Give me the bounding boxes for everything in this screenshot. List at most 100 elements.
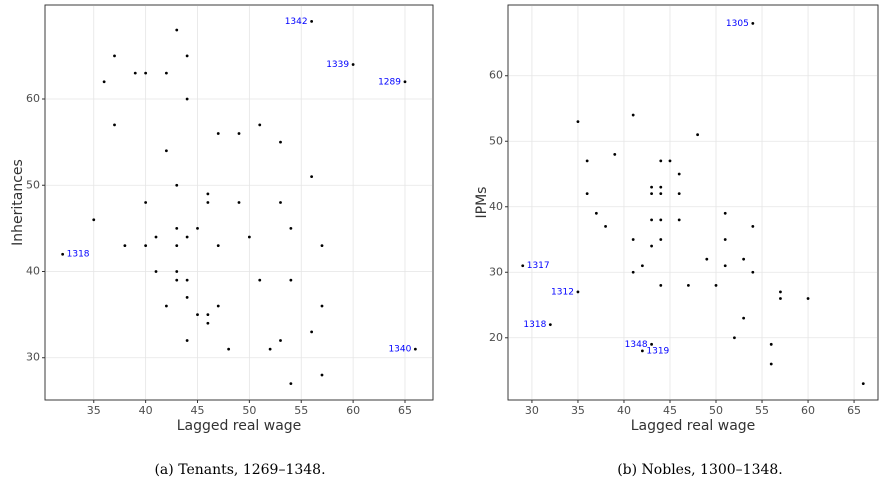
point: [206, 313, 210, 317]
point: [185, 235, 189, 239]
point: [154, 270, 158, 273]
y-tick-label: 50: [26, 178, 40, 191]
plot-area: [507, 4, 879, 401]
point: [164, 304, 168, 308]
point: [92, 218, 96, 222]
y-tick-label: 30: [26, 351, 40, 364]
point: [320, 373, 324, 377]
point-label: 1348: [625, 340, 648, 350]
point: [175, 183, 179, 187]
point: [604, 225, 607, 228]
point: [227, 347, 231, 351]
plot-border: [44, 4, 434, 401]
point: [310, 175, 314, 179]
point: [779, 297, 782, 300]
point-label: 1289: [378, 77, 401, 87]
point: [806, 297, 810, 300]
point: [320, 304, 324, 308]
point: [659, 159, 663, 163]
y-axis-label: IPMs: [474, 187, 490, 219]
point: [403, 80, 407, 84]
point: [751, 270, 755, 274]
point: [175, 226, 179, 230]
point: [613, 152, 617, 156]
point: [650, 192, 653, 196]
point-label: 1342: [285, 17, 308, 27]
point-label: 1319: [646, 346, 669, 356]
plot-border: [507, 4, 879, 401]
point: [164, 71, 168, 75]
point: [351, 63, 355, 66]
point: [733, 336, 736, 340]
x-axis-label: Lagged real wage: [177, 418, 302, 434]
point: [61, 252, 65, 256]
point: [206, 201, 210, 204]
y-tick-label: 20: [489, 331, 503, 344]
x-tick-label: 50: [242, 404, 256, 417]
point: [751, 225, 755, 228]
point: [268, 347, 272, 351]
x-axis-label: Lagged real wage: [631, 418, 756, 434]
point: [521, 264, 525, 268]
point: [196, 226, 199, 230]
x-tick-label: 40: [139, 404, 153, 417]
point: [650, 218, 653, 222]
point: [175, 244, 179, 248]
point: [144, 244, 148, 248]
point: [175, 28, 179, 32]
point: [237, 132, 241, 135]
x-tick-label: 60: [346, 404, 360, 417]
point: [769, 362, 773, 366]
point: [723, 264, 727, 268]
point: [659, 238, 663, 241]
point: [779, 290, 782, 294]
point: [144, 71, 148, 75]
x-tick-label: 55: [294, 404, 308, 417]
point: [751, 21, 755, 25]
point: [650, 342, 653, 346]
point: [576, 120, 580, 124]
point: [185, 278, 189, 282]
point: [144, 201, 148, 204]
x-tick-label: 40: [617, 404, 631, 417]
point: [175, 278, 179, 282]
point: [123, 244, 127, 248]
point: [723, 238, 727, 241]
point: [289, 278, 293, 282]
point: [237, 201, 241, 204]
point: [714, 283, 718, 287]
point: [206, 321, 210, 325]
point: [659, 283, 663, 287]
point: [659, 192, 663, 196]
point: [113, 123, 116, 127]
point: [289, 382, 293, 386]
point: [113, 54, 116, 58]
point: [206, 192, 210, 196]
point: [861, 382, 865, 386]
point: [185, 295, 189, 299]
caption: (a) Tenants, 1269–1348.: [154, 462, 325, 478]
y-tick-label: 30: [489, 265, 503, 278]
point: [216, 132, 220, 135]
x-tick-label: 45: [663, 404, 677, 417]
point-label: 1317: [527, 261, 550, 271]
point: [196, 313, 199, 317]
point: [769, 342, 773, 346]
x-tick-label: 45: [191, 404, 205, 417]
point: [631, 113, 635, 117]
y-tick-label: 40: [26, 264, 40, 277]
point: [650, 185, 653, 189]
point: [640, 264, 644, 268]
point: [216, 304, 220, 308]
point: [258, 123, 262, 127]
point: [659, 185, 663, 189]
point: [133, 71, 137, 75]
point: [677, 172, 681, 176]
point: [164, 149, 168, 153]
point-label: 1340: [388, 345, 411, 355]
point: [668, 159, 672, 163]
point: [175, 270, 179, 273]
point: [289, 226, 293, 230]
point: [320, 244, 324, 248]
